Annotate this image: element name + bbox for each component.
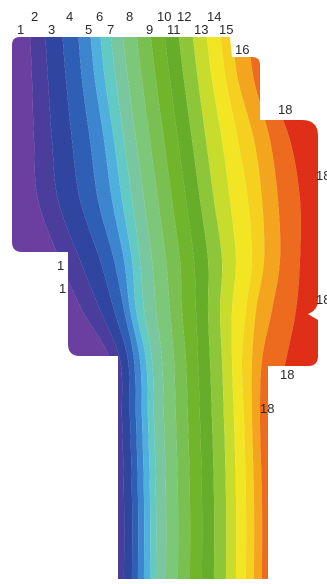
band-label-8: 8 bbox=[126, 9, 133, 24]
temperature-band-15 bbox=[206, 37, 253, 579]
band-label-18b: 18 bbox=[316, 168, 327, 183]
band-label-1c: 1 bbox=[59, 281, 66, 296]
temperature-band-7 bbox=[100, 37, 157, 579]
temperature-band-10 bbox=[136, 37, 191, 579]
temperature-band-16 bbox=[220, 37, 265, 579]
temperature-band-13 bbox=[178, 37, 227, 579]
band-label-9: 9 bbox=[146, 22, 153, 37]
temperature-band-2 bbox=[30, 37, 125, 579]
band-label-12: 12 bbox=[177, 9, 191, 24]
band-label-1b: 1 bbox=[57, 258, 64, 273]
band-label-18d: 18 bbox=[280, 367, 294, 382]
temperature-band-5 bbox=[78, 37, 145, 579]
temperature-band-14 bbox=[192, 37, 237, 579]
band-label-18a: 18 bbox=[278, 102, 292, 117]
band-label-5: 5 bbox=[85, 22, 92, 37]
band-label-7: 7 bbox=[107, 22, 114, 37]
band-label-3: 3 bbox=[48, 22, 55, 37]
band-label-18e: 18 bbox=[260, 401, 274, 416]
temperature-band-4 bbox=[62, 37, 139, 579]
temperature-band-11 bbox=[150, 37, 203, 579]
temperature-band-12 bbox=[164, 37, 215, 579]
band-label-4: 4 bbox=[66, 9, 73, 24]
band-label-1a: 1 bbox=[17, 22, 24, 37]
band-label-15: 15 bbox=[219, 22, 233, 37]
temperature-band-17 bbox=[232, 37, 281, 579]
temperature-band-18 bbox=[248, 37, 301, 579]
band-label-10: 10 bbox=[157, 9, 171, 24]
band-label-14: 14 bbox=[207, 9, 221, 24]
band-label-6: 6 bbox=[96, 9, 103, 24]
band-label-18c: 18 bbox=[316, 292, 327, 307]
temperature-band-3 bbox=[45, 37, 133, 579]
temperature-band-9 bbox=[122, 37, 179, 579]
band-label-13: 13 bbox=[194, 22, 208, 37]
band-label-2: 2 bbox=[31, 9, 38, 24]
band-label-16: 16 bbox=[235, 42, 249, 57]
band-label-11: 11 bbox=[167, 22, 181, 37]
temperature-band-8 bbox=[110, 37, 167, 579]
temperature-band-6 bbox=[90, 37, 151, 579]
